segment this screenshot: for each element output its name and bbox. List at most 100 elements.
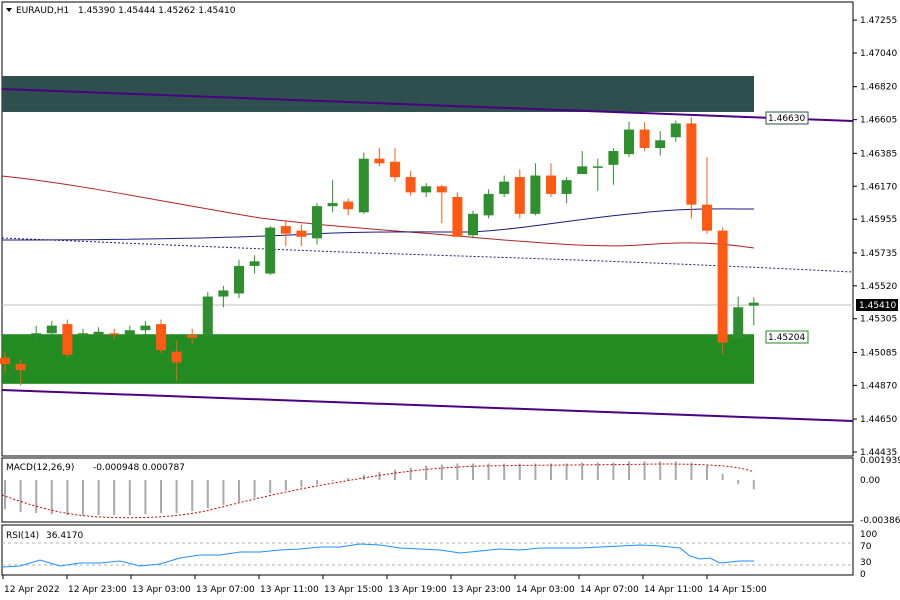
price-tick-label: 1.45085 xyxy=(860,348,897,358)
time-tick-label: 13 Apr 11:00 xyxy=(260,585,319,595)
time-tick-label: 14 Apr 15:00 xyxy=(708,585,767,595)
ma-dotted-line xyxy=(1,237,854,273)
candle-body xyxy=(452,196,463,237)
candle-body xyxy=(624,129,634,155)
candle-body xyxy=(748,302,759,306)
candle-body xyxy=(343,201,354,210)
rsi-tick-label: 30 xyxy=(860,558,872,568)
time-tick-label: 14 Apr 11:00 xyxy=(644,585,703,595)
time-tick-label: 13 Apr 19:00 xyxy=(388,585,447,595)
price-tick-label: 1.45955 xyxy=(860,215,897,225)
price-tick-label: 1.46170 xyxy=(860,182,897,192)
demand-zone-label: 1.45204 xyxy=(765,330,809,344)
channel-upper-line xyxy=(1,88,854,122)
price-tick-label: 1.45735 xyxy=(860,249,897,259)
candle-body xyxy=(296,230,307,237)
triangle-down-icon[interactable] xyxy=(6,8,12,12)
chart-header: EURAUD,H1 1.45390 1.45444 1.45262 1.4541… xyxy=(6,6,236,16)
candle-body xyxy=(655,140,666,148)
price-tick-label: 1.46820 xyxy=(860,83,897,93)
main-panel xyxy=(1,1,854,457)
candle-body xyxy=(468,213,478,236)
time-tick-label: 14 Apr 03:00 xyxy=(516,585,575,595)
candle-body xyxy=(280,226,291,234)
price-axis: 1.47255 1.47040 1.46820 1.46605 1.46385 1.461… xyxy=(853,16,897,458)
candle-body xyxy=(140,325,151,331)
candle-body xyxy=(358,158,369,213)
price-tick-label: 1.46605 xyxy=(860,116,897,126)
time-tick-label: 13 Apr 07:00 xyxy=(196,585,255,595)
rsi-line xyxy=(1,543,754,568)
current-price-tag: 1.45410 xyxy=(856,299,898,311)
rsi-tick-label: 100 xyxy=(860,530,877,540)
symbol-label: EURAUD,H1 xyxy=(16,6,69,16)
candle-body xyxy=(156,324,166,351)
candle-body xyxy=(62,324,73,355)
candle-body xyxy=(171,351,182,363)
price-tick-label: 1.44650 xyxy=(860,415,897,425)
candle-body xyxy=(702,204,712,231)
candle-body xyxy=(78,333,88,337)
candle-body xyxy=(639,129,650,148)
macd-panel xyxy=(1,457,854,523)
macd-axis: 0.001939 0.00 -0.00386 xyxy=(860,456,900,526)
candle-body xyxy=(218,290,229,297)
candle-body xyxy=(390,161,400,178)
macd-histogram xyxy=(4,461,755,516)
time-tick-label: 13 Apr 15:00 xyxy=(324,585,383,595)
macd-tick-label: 0.00 xyxy=(860,476,880,486)
time-tick-label: 12 Apr 23:00 xyxy=(68,585,127,595)
rsi-header: RSI(14) 36.4170 xyxy=(6,531,83,541)
macd-tick-label: -0.00386 xyxy=(860,516,900,526)
candle-body xyxy=(608,151,619,165)
candle-body xyxy=(686,123,697,205)
price-tick-label: 1.47040 xyxy=(860,49,897,59)
candle-body xyxy=(436,186,447,193)
ma-fast-line xyxy=(1,208,755,241)
candle-body xyxy=(670,123,681,138)
price-tick-label: 1.46385 xyxy=(860,149,897,159)
candle-body xyxy=(31,333,42,335)
candle-body xyxy=(312,206,322,239)
candle-body xyxy=(15,363,26,371)
candle-body xyxy=(0,357,10,364)
rsi-value: 36.4170 xyxy=(46,531,83,541)
candle-body xyxy=(514,177,525,214)
macd-tick-label: 0.001939 xyxy=(860,456,900,466)
macd-signal-line xyxy=(1,463,755,519)
candle-body xyxy=(249,261,260,266)
candle-body xyxy=(109,333,120,335)
candle-body xyxy=(577,166,588,175)
price-tick-label: 1.44435 xyxy=(860,448,897,458)
candle-body xyxy=(327,203,338,207)
candle-body xyxy=(46,325,57,334)
rsi-axis: 100 70 30 0 xyxy=(860,530,877,580)
demand-zone xyxy=(2,334,754,384)
ma-slow-line xyxy=(1,175,755,249)
candle-body xyxy=(546,175,556,194)
candle-body xyxy=(483,193,494,216)
candle-body xyxy=(202,296,213,337)
candle-body xyxy=(234,265,244,294)
price-tick-label: 1.47255 xyxy=(860,16,897,26)
macd-header: MACD(12,26,9) -0.000948 0.000787 xyxy=(6,463,185,473)
time-tick-label: 14 Apr 07:00 xyxy=(580,585,639,595)
time-axis: 12 Apr 2022 12 Apr 23:00 13 Apr 03:00 13 Ap… xyxy=(2,575,767,595)
candle-body xyxy=(187,334,198,338)
ohlc-values: 1.45390 1.45444 1.45262 1.45410 xyxy=(78,6,236,16)
candle-body xyxy=(405,177,416,193)
time-tick-label: 12 Apr 2022 xyxy=(4,585,60,595)
macd-values: -0.000948 0.000787 xyxy=(93,463,185,473)
rsi-title: RSI(14) xyxy=(6,531,39,541)
candle-body xyxy=(592,166,603,168)
price-tick-label: 1.45305 xyxy=(860,315,897,325)
candle-body xyxy=(733,307,744,338)
candle-body xyxy=(561,180,572,194)
candles xyxy=(0,117,759,386)
candle-body xyxy=(421,186,432,193)
demand-zone-label-text: 1.45204 xyxy=(768,333,805,343)
candle-body xyxy=(717,230,728,343)
supply-zone-label-text: 1.46630 xyxy=(768,114,805,124)
price-tick-label: 1.45520 xyxy=(860,282,897,292)
